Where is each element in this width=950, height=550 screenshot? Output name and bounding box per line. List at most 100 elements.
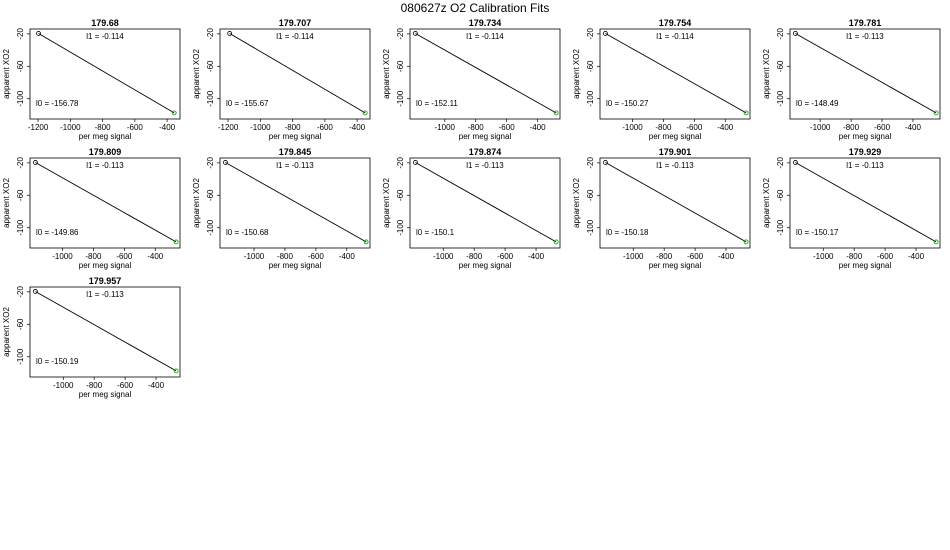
x-axis-label: per meg signal bbox=[79, 261, 132, 270]
slope-annotation: l1 = -0.113 bbox=[656, 161, 694, 170]
x-axis-label: per meg signal bbox=[459, 261, 512, 270]
y-tick-label: -20 bbox=[586, 28, 595, 40]
data-point-start bbox=[223, 160, 228, 165]
x-axis-label: per meg signal bbox=[79, 390, 132, 399]
fit-line bbox=[225, 162, 367, 243]
x-tick-label: -1000 bbox=[53, 381, 74, 390]
data-point-end bbox=[933, 110, 939, 116]
figure-title: 080627z O2 Calibration Fits bbox=[401, 1, 550, 15]
x-tick-label: -400 bbox=[148, 381, 165, 390]
y-tick-label: -20 bbox=[776, 157, 785, 169]
y-tick-label: -20 bbox=[396, 157, 405, 169]
plot-frame bbox=[29, 286, 181, 378]
y-axis-label: apparent XO2 bbox=[762, 49, 771, 99]
data-point-start bbox=[413, 31, 418, 36]
calibration-panel-179.901: 179.901 -1000 -800 -600 -400 -20 -60 -100 per me… bbox=[572, 147, 751, 270]
y-tick-label: -100 bbox=[396, 90, 405, 107]
plot-frame bbox=[219, 28, 371, 120]
data-point-start bbox=[793, 160, 798, 165]
data-point-start bbox=[36, 31, 41, 36]
y-tick-label: -100 bbox=[16, 90, 25, 107]
x-tick-label: -400 bbox=[908, 252, 925, 261]
x-tick-label: -1000 bbox=[250, 123, 271, 132]
intercept-annotation: l0 = -156.78 bbox=[36, 99, 79, 108]
x-tick-label: -600 bbox=[117, 381, 134, 390]
slope-annotation: l1 = -0.113 bbox=[86, 290, 124, 299]
y-tick-label: -60 bbox=[776, 60, 785, 72]
panel-title: 179.734 bbox=[469, 18, 502, 28]
x-tick-label: -800 bbox=[466, 252, 483, 261]
y-tick-label: -100 bbox=[16, 219, 25, 236]
data-point-end bbox=[553, 110, 559, 116]
y-tick-label: -20 bbox=[586, 157, 595, 169]
fit-line bbox=[795, 33, 937, 114]
x-axis-label: per meg signal bbox=[649, 132, 702, 141]
y-tick-label: -60 bbox=[396, 189, 405, 201]
x-tick-label: -800 bbox=[85, 252, 102, 261]
fit-line bbox=[415, 162, 557, 243]
data-point-start bbox=[33, 160, 38, 165]
y-axis-label: apparent XO2 bbox=[2, 49, 11, 99]
calibration-panel-179.845: 179.845 -1000 -800 -600 -400 -20 -60 -100 per me… bbox=[192, 147, 371, 270]
x-tick-label: -400 bbox=[717, 123, 734, 132]
x-tick-label: -600 bbox=[497, 252, 514, 261]
fit-line bbox=[605, 33, 747, 114]
data-point-end bbox=[743, 110, 749, 116]
x-tick-label: -800 bbox=[277, 252, 294, 261]
y-tick-label: -60 bbox=[586, 60, 595, 72]
intercept-annotation: l0 = -155.67 bbox=[226, 99, 269, 108]
y-tick-label: -20 bbox=[16, 286, 25, 298]
y-tick-label: -100 bbox=[206, 90, 215, 107]
plot-frame bbox=[789, 157, 941, 249]
x-tick-label: -600 bbox=[874, 123, 891, 132]
y-tick-label: -60 bbox=[396, 60, 405, 72]
x-tick-label: -800 bbox=[656, 252, 673, 261]
y-tick-label: -100 bbox=[16, 348, 25, 365]
slope-annotation: l1 = -0.113 bbox=[846, 161, 884, 170]
slope-annotation: l1 = -0.113 bbox=[276, 161, 314, 170]
x-tick-label: -1000 bbox=[52, 252, 73, 261]
data-point-end bbox=[171, 110, 177, 116]
x-tick-label: -1000 bbox=[813, 252, 834, 261]
panel-title: 179.707 bbox=[279, 18, 312, 28]
intercept-annotation: l0 = -150.68 bbox=[226, 228, 269, 237]
x-tick-label: -800 bbox=[468, 123, 485, 132]
panel-title: 179.845 bbox=[279, 147, 312, 157]
plot-frame bbox=[29, 28, 181, 120]
y-tick-label: -60 bbox=[16, 318, 25, 330]
x-tick-label: -1000 bbox=[433, 252, 454, 261]
calibration-panel-179.734: 179.734 -1000 -800 -600 -400 -20 -60 -100 per me… bbox=[382, 18, 561, 141]
y-tick-label: -60 bbox=[776, 189, 785, 201]
x-tick-label: -800 bbox=[843, 123, 860, 132]
x-tick-label: -400 bbox=[349, 123, 366, 132]
x-tick-label: -1200 bbox=[28, 123, 49, 132]
intercept-annotation: l0 = -150.18 bbox=[606, 228, 649, 237]
fit-line bbox=[415, 33, 557, 114]
data-point-end bbox=[363, 239, 369, 245]
x-tick-label: -400 bbox=[528, 252, 545, 261]
calibration-panel-179.929: 179.929 -1000 -800 -600 -400 -20 -60 -100 per me… bbox=[762, 147, 941, 270]
x-tick-label: -600 bbox=[687, 252, 704, 261]
panel-title: 179.874 bbox=[469, 147, 502, 157]
calibration-panel-179.874: 179.874 -1000 -800 -600 -400 -20 -60 -100 per me… bbox=[382, 147, 561, 270]
x-tick-label: -400 bbox=[339, 252, 356, 261]
x-tick-label: -800 bbox=[285, 123, 302, 132]
y-axis-label: apparent XO2 bbox=[572, 178, 581, 228]
slope-annotation: l1 = -0.114 bbox=[466, 32, 504, 41]
y-tick-label: -20 bbox=[206, 157, 215, 169]
panel-grid: 179.68 -1200 -1000 -800 -600 -400 -20 -60 -100 pe… bbox=[2, 18, 941, 399]
y-tick-label: -100 bbox=[776, 219, 785, 236]
y-tick-label: -20 bbox=[16, 157, 25, 169]
y-tick-label: -20 bbox=[776, 28, 785, 40]
data-point-end bbox=[933, 239, 939, 245]
y-axis-label: apparent XO2 bbox=[2, 178, 11, 228]
y-tick-label: -100 bbox=[206, 219, 215, 236]
data-point-start bbox=[413, 160, 418, 165]
slope-annotation: l1 = -0.113 bbox=[846, 32, 884, 41]
y-tick-label: -100 bbox=[586, 219, 595, 236]
x-tick-label: -600 bbox=[686, 123, 703, 132]
x-tick-label: -400 bbox=[905, 123, 922, 132]
fit-line bbox=[38, 33, 175, 114]
panel-title: 179.781 bbox=[849, 18, 882, 28]
y-tick-label: -100 bbox=[776, 90, 785, 107]
